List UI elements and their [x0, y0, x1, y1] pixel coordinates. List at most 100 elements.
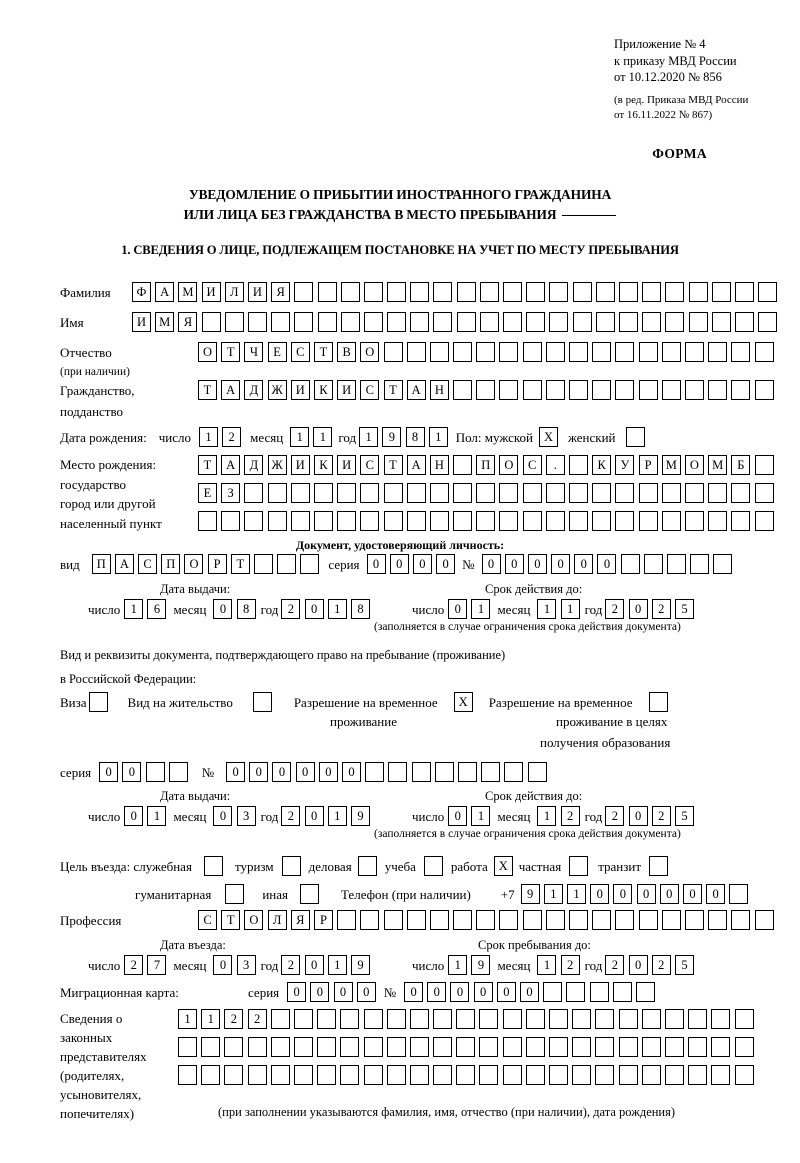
form-cell[interactable]	[145, 762, 165, 782]
form-cell[interactable]: 1	[428, 427, 448, 447]
form-cell[interactable]	[433, 1009, 453, 1029]
form-cell[interactable]	[429, 342, 449, 362]
form-cell[interactable]	[224, 1037, 244, 1057]
form-cell[interactable]: 0	[213, 955, 233, 975]
form-cell[interactable]	[224, 1065, 244, 1085]
form-cell[interactable]	[734, 1065, 754, 1085]
form-cell[interactable]: С	[290, 342, 310, 362]
form-cell[interactable]	[201, 1065, 221, 1085]
form-cell[interactable]	[360, 511, 380, 531]
form-cell[interactable]	[479, 1009, 499, 1029]
form-cell[interactable]	[383, 342, 403, 362]
purpose-other-checkbox[interactable]	[299, 884, 319, 904]
form-cell[interactable]: 0	[295, 762, 315, 782]
form-cell[interactable]	[522, 910, 542, 930]
form-cell[interactable]	[566, 982, 586, 1002]
form-cell[interactable]	[711, 1037, 731, 1057]
form-cell[interactable]	[476, 380, 496, 400]
form-cell[interactable]: Н	[429, 455, 449, 475]
purpose-tourism-checkbox[interactable]	[281, 856, 301, 876]
form-cell[interactable]	[294, 282, 314, 302]
sex-female-checkbox[interactable]	[625, 427, 645, 447]
form-cell[interactable]: 5	[674, 955, 694, 975]
form-cell[interactable]: 0	[450, 982, 470, 1002]
form-cell[interactable]	[271, 312, 291, 332]
form-cell[interactable]: 2	[224, 1009, 244, 1029]
form-cell[interactable]	[711, 1065, 731, 1085]
form-cell[interactable]	[684, 342, 704, 362]
form-cell[interactable]	[595, 282, 615, 302]
form-cell[interactable]	[731, 483, 751, 503]
form-cell[interactable]	[293, 1065, 313, 1085]
form-cell[interactable]	[434, 762, 454, 782]
form-cell[interactable]	[638, 910, 658, 930]
form-cell[interactable]	[456, 1065, 476, 1085]
form-cell[interactable]: П	[91, 554, 111, 574]
form-cell[interactable]	[688, 282, 708, 302]
form-cell[interactable]: 2	[651, 955, 671, 975]
form-cell[interactable]: 0	[333, 982, 353, 1002]
purpose-study-checkbox[interactable]	[423, 856, 443, 876]
form-cell[interactable]	[411, 762, 431, 782]
form-cell[interactable]	[453, 511, 473, 531]
form-cell[interactable]: Е	[198, 483, 217, 503]
form-cell[interactable]	[453, 342, 473, 362]
form-cell[interactable]: Т	[383, 380, 403, 400]
form-cell[interactable]: У	[615, 455, 635, 475]
form-cell[interactable]: Ж	[267, 380, 287, 400]
form-cell[interactable]	[592, 380, 612, 400]
form-cell[interactable]: 2	[222, 427, 242, 447]
form-cell[interactable]	[661, 910, 681, 930]
form-cell[interactable]	[731, 511, 751, 531]
form-cell[interactable]	[545, 910, 565, 930]
form-cell[interactable]: 9	[520, 884, 540, 904]
form-cell[interactable]: Т	[313, 342, 333, 362]
form-cell[interactable]: 0	[481, 554, 501, 574]
form-cell[interactable]: 0	[287, 982, 307, 1002]
form-cell[interactable]	[595, 312, 615, 332]
form-cell[interactable]	[433, 1037, 453, 1057]
form-cell[interactable]	[254, 554, 274, 574]
form-cell[interactable]	[456, 1037, 476, 1057]
form-cell[interactable]	[545, 511, 565, 531]
form-cell[interactable]: Т	[221, 910, 241, 930]
form-cell[interactable]: 0	[636, 884, 656, 904]
form-cell[interactable]: К	[592, 455, 612, 475]
form-cell[interactable]: Я	[290, 910, 310, 930]
form-cell[interactable]: 0	[473, 982, 493, 1002]
form-cell[interactable]: К	[313, 455, 333, 475]
form-cell[interactable]: 0	[448, 599, 468, 619]
form-cell[interactable]	[638, 342, 658, 362]
form-cell[interactable]: С	[360, 455, 380, 475]
form-cell[interactable]: 1	[567, 884, 587, 904]
form-cell[interactable]	[642, 312, 662, 332]
form-cell[interactable]: И	[201, 282, 221, 302]
form-cell[interactable]	[406, 342, 426, 362]
form-cell[interactable]: .	[545, 455, 565, 475]
form-cell[interactable]: 0	[448, 806, 468, 826]
form-cell[interactable]: 0	[412, 554, 432, 574]
temp-edu-checkbox[interactable]	[648, 692, 668, 712]
form-cell[interactable]	[502, 1037, 522, 1057]
form-cell[interactable]: И	[337, 380, 357, 400]
purpose-transit-checkbox[interactable]	[649, 856, 669, 876]
form-cell[interactable]	[317, 282, 337, 302]
form-cell[interactable]	[429, 910, 449, 930]
form-cell[interactable]	[615, 342, 635, 362]
form-cell[interactable]	[340, 1037, 360, 1057]
form-cell[interactable]	[410, 312, 430, 332]
form-cell[interactable]	[293, 1009, 313, 1029]
form-cell[interactable]: 1	[198, 427, 218, 447]
form-cell[interactable]: 0	[226, 762, 246, 782]
form-cell[interactable]: 5	[674, 806, 694, 826]
form-cell[interactable]: М	[178, 282, 198, 302]
form-cell[interactable]: 0	[122, 762, 142, 782]
form-cell[interactable]: П	[161, 554, 181, 574]
